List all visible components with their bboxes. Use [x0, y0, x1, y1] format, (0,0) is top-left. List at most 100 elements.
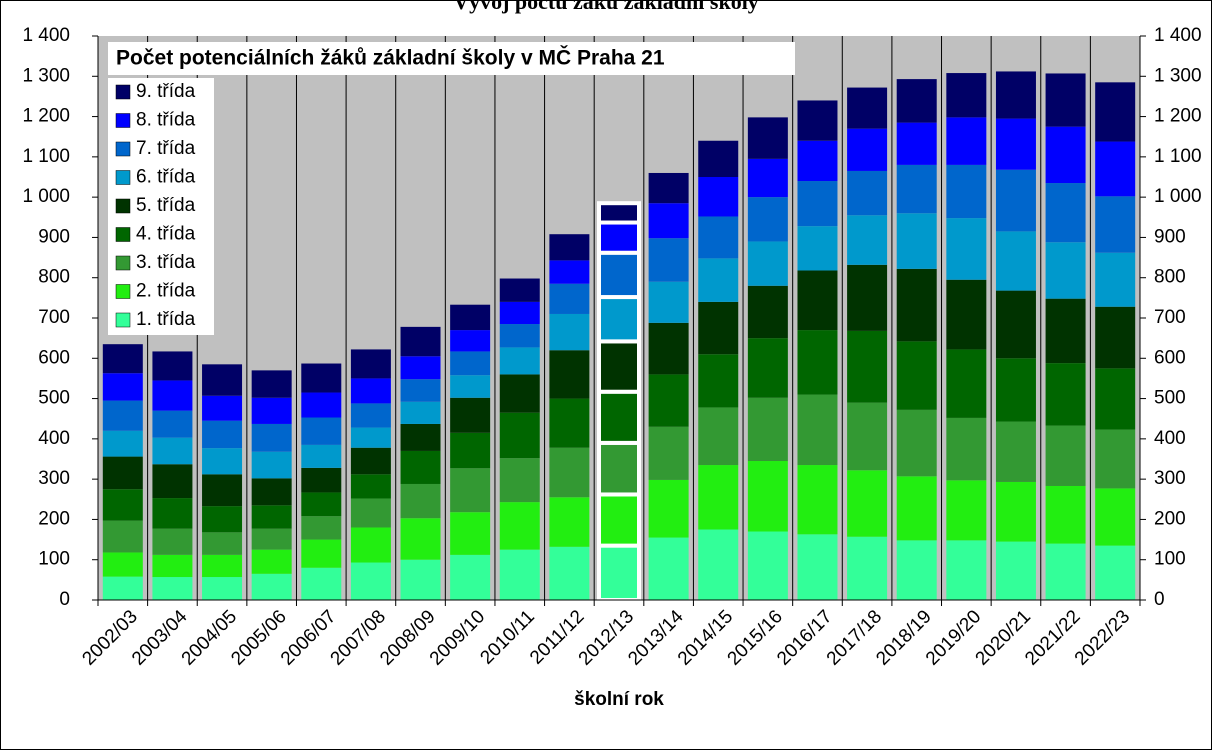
bar-segment	[995, 421, 1036, 482]
bar-segment	[152, 410, 193, 438]
bar-segment	[450, 375, 491, 398]
y-tick-label: 1 200	[22, 106, 70, 127]
bar-segment	[797, 534, 838, 600]
legend-swatch	[115, 170, 131, 185]
bar-segment	[648, 203, 689, 239]
y-tick-label: 500	[38, 388, 70, 409]
y2-tick-label: 1 100	[1154, 146, 1202, 167]
bar-segment	[450, 554, 491, 600]
bar-segment	[251, 451, 292, 479]
bar-segment	[549, 497, 590, 547]
bar-segment	[597, 201, 641, 225]
bar-segment	[896, 79, 937, 123]
bar-segment	[698, 407, 739, 466]
bar-segment	[202, 532, 243, 555]
bar-segment	[301, 492, 342, 517]
bar-segment	[896, 341, 937, 410]
bar-segment	[648, 172, 689, 204]
legend-swatch	[115, 141, 131, 157]
y-tick-label: 1 100	[22, 146, 70, 167]
bar-segment	[1045, 183, 1086, 243]
bar-segment	[698, 177, 739, 217]
bar-segment	[698, 354, 739, 408]
bar-segment	[549, 447, 590, 498]
bar-segment	[549, 546, 590, 600]
bar-segment	[301, 417, 342, 445]
bar-segment	[946, 480, 987, 541]
bar-segment	[152, 464, 193, 499]
bar-segment	[896, 213, 937, 269]
bar-segment	[499, 502, 540, 550]
bar-segment	[747, 461, 788, 532]
bar-segment	[747, 197, 788, 242]
bar-segment	[251, 478, 292, 506]
bar-segment	[747, 531, 788, 600]
bar-segment	[400, 379, 441, 402]
bar-segment	[797, 226, 838, 271]
bar-segment	[946, 73, 987, 118]
legend-label: 6. třída	[136, 167, 196, 188]
bar-segment	[549, 260, 590, 284]
bar-segment	[499, 412, 540, 459]
bar-segment	[350, 562, 391, 600]
bar-segment	[648, 281, 689, 323]
y-tick-label: 400	[38, 428, 70, 449]
bar-segment	[450, 432, 491, 469]
bar-segment	[152, 498, 193, 529]
bar-segment	[847, 536, 888, 600]
bar-segment	[1095, 368, 1136, 430]
bar-segment	[251, 505, 292, 529]
bar-segment	[698, 465, 739, 530]
bar-segment	[251, 397, 292, 424]
bar-segment	[301, 392, 342, 418]
bar-segment	[648, 537, 689, 600]
y-tick-label: 600	[38, 347, 70, 368]
bar-segment	[1045, 543, 1086, 600]
bar-segment	[499, 347, 540, 375]
bar-segment	[797, 181, 838, 227]
bar-segment	[995, 358, 1036, 422]
legend-label: 8. třída	[136, 110, 196, 131]
bar-segment	[648, 426, 689, 480]
bar-segment	[648, 238, 689, 282]
bar-segment	[152, 528, 193, 555]
bar-segment	[202, 577, 243, 600]
bar-segment	[847, 215, 888, 265]
bar-segment	[301, 567, 342, 600]
bar-segment	[797, 330, 838, 395]
bar-segment	[946, 117, 987, 165]
bar-segment	[152, 554, 193, 578]
y2-tick-label: 800	[1154, 267, 1186, 288]
bar-segment	[152, 380, 193, 411]
bar-segment	[549, 398, 590, 448]
bar-segment	[499, 458, 540, 503]
bar-segment	[1045, 73, 1086, 127]
y-tick-label: 1 400	[22, 25, 70, 46]
bar-segment	[648, 322, 689, 375]
bar-segment	[797, 394, 838, 466]
y2-tick-label: 1 400	[1154, 25, 1202, 46]
bar-segment	[102, 576, 143, 600]
bar-segment	[747, 241, 788, 286]
bar-segment	[946, 417, 987, 481]
y2-tick-label: 300	[1154, 468, 1186, 489]
bar-segment	[797, 465, 838, 535]
y2-tick-label: 900	[1154, 226, 1186, 247]
bar-segment	[698, 301, 739, 355]
bar-segment	[847, 330, 888, 403]
bar-segment	[400, 401, 441, 424]
legend-swatch	[115, 284, 131, 299]
y-tick-label: 200	[38, 508, 70, 529]
bar-segment	[1095, 252, 1136, 307]
bar-segment	[251, 528, 292, 550]
bar-segment	[747, 397, 788, 462]
bar-segment	[847, 128, 888, 171]
bar-segment	[995, 118, 1036, 170]
legend-label: 2. třída	[136, 281, 196, 302]
bar-segment	[251, 370, 292, 398]
bar-segment	[152, 437, 193, 465]
bar-segment	[301, 444, 342, 468]
bar-segment	[102, 456, 143, 490]
legend-swatch	[115, 113, 131, 128]
